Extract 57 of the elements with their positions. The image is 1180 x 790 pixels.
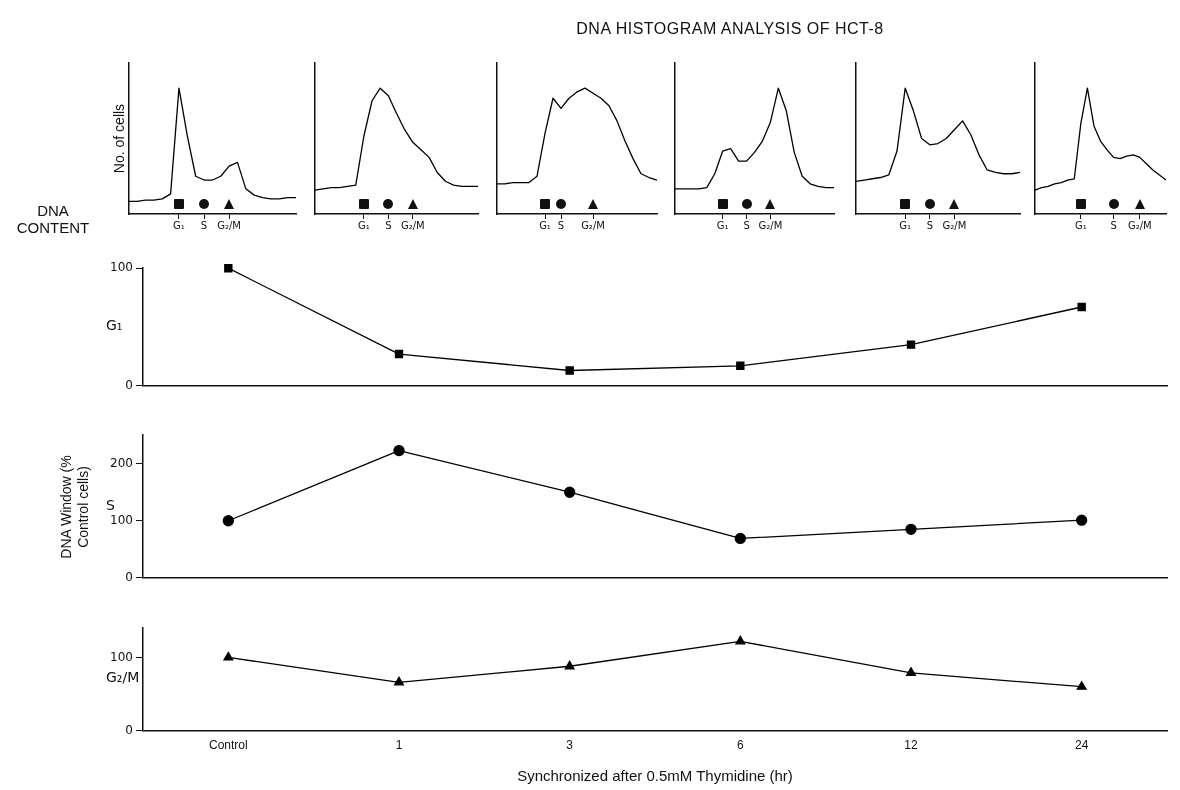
x-tick-label: G₂/M <box>581 219 605 231</box>
text: DNA HISTOGRAM ANALYSIS OF HCT-8 <box>575 20 885 38</box>
x-tick-label: 12 <box>904 738 918 753</box>
y-tick-label: 200 <box>110 455 133 470</box>
x-tick-label: G₁ <box>539 219 551 231</box>
x-axis-title: DNA CONTENT <box>15 202 91 236</box>
x-tick-label: 3 <box>566 738 574 753</box>
point <box>734 532 746 545</box>
x-tick-label: G₁ <box>716 219 729 231</box>
x-tick-label: 1 <box>395 738 403 753</box>
point <box>223 651 234 661</box>
y-tick-label: 100 <box>110 649 133 664</box>
point <box>564 486 576 498</box>
point <box>394 349 404 359</box>
x-tick-label: G₂/M <box>217 219 241 231</box>
x-tick-label: G₂/M <box>942 219 967 231</box>
point <box>1076 681 1087 690</box>
text: S <box>106 496 115 513</box>
text: G₂/M <box>106 669 140 686</box>
y-tick-label: 100 <box>110 512 133 527</box>
text: G₁ <box>106 317 123 333</box>
x-tick-label: G₁ <box>358 219 370 231</box>
x-tick-label: G₁ <box>899 219 912 231</box>
point <box>906 340 916 349</box>
point <box>905 523 917 535</box>
x-tick-label: G₂/M <box>1127 219 1152 231</box>
y-tick-label: 0 <box>125 569 133 584</box>
x-tick-label: G₂/M <box>758 219 783 231</box>
x-axis-title: Synchronized after 0.5mM Thymidine (hr) <box>517 767 793 785</box>
y-axis-title: No. of cells <box>111 103 128 174</box>
point <box>564 660 575 670</box>
point <box>222 515 234 527</box>
y-tick-label: 100 <box>110 260 133 275</box>
point <box>224 264 233 273</box>
y-axis-title: DNA Window (% Control cells) <box>58 453 92 561</box>
point <box>393 444 405 457</box>
x-tick-label: S <box>385 219 392 231</box>
point <box>735 635 746 645</box>
x-tick-label: S <box>1110 219 1117 231</box>
x-tick-label: Control <box>208 738 248 753</box>
x-tick-label: G₂/M <box>400 219 425 231</box>
x-tick-label: S <box>200 219 208 231</box>
point <box>736 361 745 370</box>
x-tick-label: S <box>743 219 750 231</box>
x-tick-label: S <box>926 219 933 231</box>
x-tick-label: G₁ <box>1074 219 1087 231</box>
y-tick-label: 0 <box>125 377 133 392</box>
point <box>394 676 404 686</box>
x-tick-label: 24 <box>1074 738 1089 753</box>
point <box>1076 514 1088 526</box>
y-tick-label: 0 <box>125 722 133 737</box>
x-tick-label: S <box>557 219 565 231</box>
point <box>565 366 574 375</box>
x-tick-label: 6 <box>736 738 744 753</box>
point <box>1077 302 1086 312</box>
point <box>906 667 916 676</box>
x-tick-label: G₁ <box>173 219 185 231</box>
